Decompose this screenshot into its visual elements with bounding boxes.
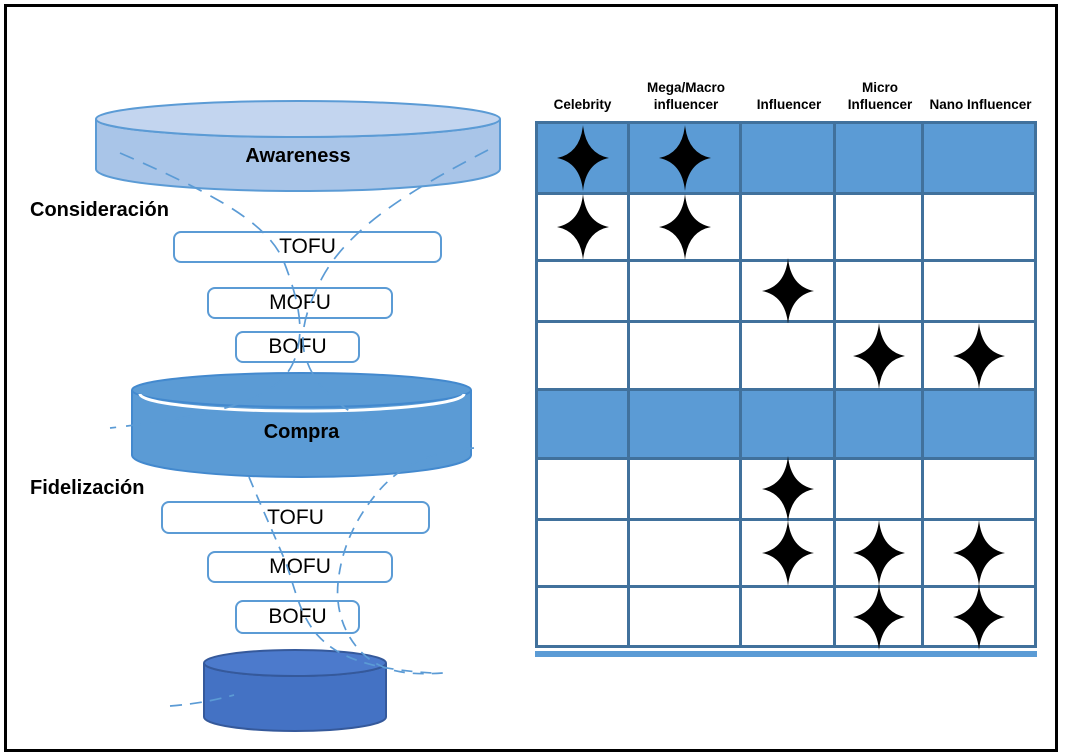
matrix-cell-r6-mega-macro-influencer: [630, 460, 739, 518]
column-header-influencer: Influencer: [756, 97, 822, 113]
fidelizacion-label: Fidelización: [30, 477, 145, 499]
matrix-cell-r5-influencer: [742, 391, 833, 457]
matrix-cell-r1-celebrity: [538, 124, 627, 192]
matrix-cell-r8-influencer: [742, 588, 833, 645]
matrix-cell-r8-celebrity: [538, 588, 627, 645]
matrix-cell-r1-mega-macro-influencer: [630, 124, 739, 192]
stage-box-tofu-1: TOFU: [173, 231, 442, 263]
matrix-cell-r1-influencer: [742, 124, 833, 192]
matrix-bottom-strip: [535, 651, 1037, 657]
compra-label: Compra: [263, 421, 340, 443]
matrix-cell-r3-nano-influencer: [924, 262, 1034, 320]
matrix-column-headers: Celebrity Mega/Macro influencer Influencer…: [535, 62, 1037, 117]
star-icon: [658, 194, 711, 260]
matrix-cell-r2-influencer: [742, 195, 833, 259]
awareness-label: Awareness: [245, 145, 351, 167]
matrix-cell-r5-nano-influencer: [924, 391, 1034, 457]
matrix-cell-r4-micro-influencer: [836, 322, 921, 389]
matrix-cell-r4-mega-macro-influencer: [630, 323, 739, 388]
matrix-cell-r1-micro-influencer: [836, 124, 921, 192]
matrix-cell-r7-nano-influencer: [924, 520, 1034, 586]
matrix-cell-r8-nano-influencer: [924, 583, 1034, 650]
matrix-cell-r7-micro-influencer: [836, 520, 921, 586]
star-icon: [852, 583, 905, 650]
matrix-cell-r8-micro-influencer: [836, 583, 921, 650]
matrix-cell-r4-nano-influencer: [924, 322, 1034, 389]
stage-box-bofu-1: BOFU: [235, 331, 360, 363]
column-header-nano-influencer: Nano Influencer: [929, 97, 1032, 113]
star-icon: [556, 194, 609, 260]
matrix-cell-r8-mega-macro-influencer: [630, 588, 739, 645]
matrix-cell-r6-influencer: [742, 456, 833, 522]
stage-box-mofu-2: MOFU: [207, 551, 393, 583]
matrix-cell-r5-mega-macro-influencer: [630, 391, 739, 457]
matrix-cell-r3-celebrity: [538, 262, 627, 320]
matrix-cell-r2-micro-influencer: [836, 195, 921, 259]
matrix-cell-r6-celebrity: [538, 460, 627, 518]
matrix-cell-r6-micro-influencer: [836, 460, 921, 518]
influencer-matrix: [535, 121, 1037, 650]
matrix-cell-r1-nano-influencer: [924, 124, 1034, 192]
star-icon: [953, 583, 1005, 650]
matrix-cell-r2-nano-influencer: [924, 195, 1034, 259]
stage-box-mofu-1: MOFU: [207, 287, 393, 319]
matrix-cell-r5-micro-influencer: [836, 391, 921, 457]
matrix-cell-r3-mega-macro-influencer: [630, 262, 739, 320]
matrix-cell-r7-mega-macro-influencer: [630, 521, 739, 585]
bottom-cylinder: [203, 649, 387, 732]
star-icon: [953, 322, 1005, 389]
matrix-cell-r4-influencer: [742, 323, 833, 388]
matrix-cell-r3-influencer: [742, 258, 833, 324]
star-icon: [658, 125, 711, 191]
star-icon: [852, 520, 905, 586]
star-icon: [953, 520, 1005, 586]
stage-box-bofu-2: BOFU: [235, 600, 360, 634]
matrix-cell-r7-influencer: [742, 520, 833, 586]
matrix-cell-r4-celebrity: [538, 323, 627, 388]
matrix-cell-r2-mega-macro-influencer: [630, 194, 739, 260]
star-icon: [761, 258, 814, 324]
star-icon: [852, 322, 905, 389]
star-icon: [556, 125, 609, 191]
matrix-cell-r6-nano-influencer: [924, 460, 1034, 518]
column-header-mega-macro-influencer: Mega/Macro influencer: [646, 80, 726, 113]
column-header-micro-influencer: Micro Influencer: [847, 80, 913, 113]
consideracion-label: Consideración: [30, 199, 169, 221]
stage-box-tofu-2: TOFU: [161, 501, 430, 534]
matrix-cell-r7-celebrity: [538, 521, 627, 585]
column-header-celebrity: Celebrity: [553, 97, 612, 113]
matrix-cell-r5-celebrity: [538, 391, 627, 457]
matrix-cell-r3-micro-influencer: [836, 262, 921, 320]
star-icon: [761, 520, 814, 586]
star-icon: [761, 456, 814, 522]
matrix-cell-r2-celebrity: [538, 194, 627, 260]
